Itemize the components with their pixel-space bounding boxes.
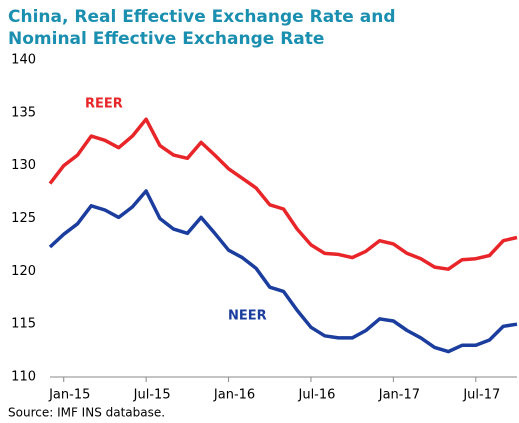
- y-tick-label: 140: [11, 53, 36, 68]
- chart-title: China, Real Effective Exchange Rate and: [8, 7, 396, 27]
- x-tick-label: Jan-16: [213, 388, 255, 403]
- series-line: [48, 189, 518, 354]
- x-tick-label: Jul-15: [133, 388, 171, 403]
- y-tick-label: 125: [11, 211, 36, 226]
- x-tick-label: Jul-16: [298, 388, 336, 403]
- series-label: NEER: [228, 309, 267, 324]
- series-label: REER: [85, 97, 123, 112]
- y-tick-label: 115: [11, 317, 36, 332]
- x-tick-label: Jan-15: [48, 388, 90, 403]
- series-line: [48, 117, 518, 271]
- y-tick-label: 110: [11, 370, 36, 385]
- x-tick-label: Jul-17: [462, 388, 500, 403]
- y-tick-label: 120: [11, 264, 36, 279]
- x-tick-label: Jan-17: [378, 388, 420, 403]
- source-note: Source: IMF INS database.: [8, 406, 165, 420]
- y-tick-label: 130: [11, 158, 36, 173]
- chart-title: Nominal Effective Exchange Rate: [8, 29, 324, 49]
- y-tick-label: 135: [11, 105, 36, 120]
